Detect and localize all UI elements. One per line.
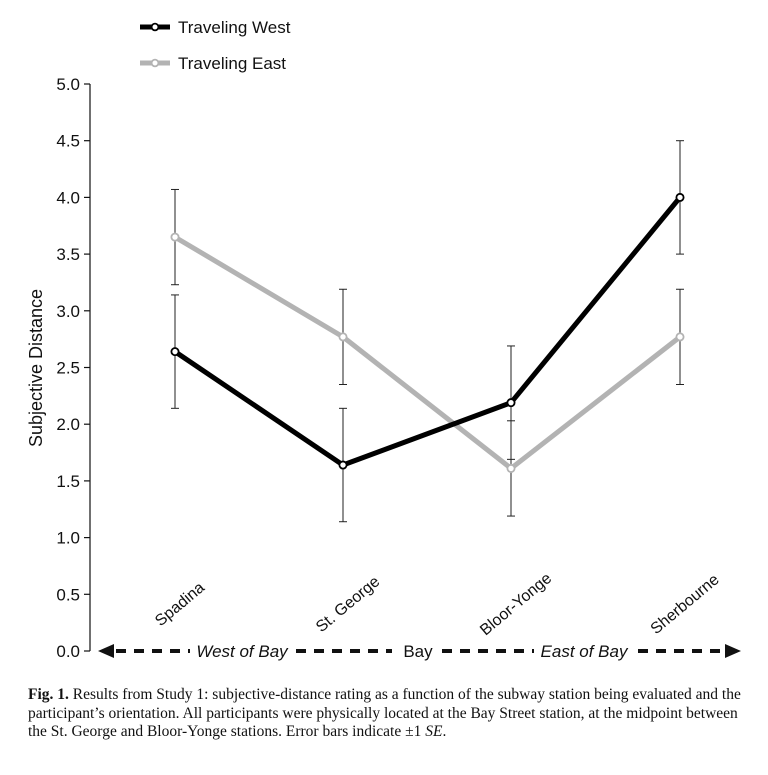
y-tick-label: 5.0 [56,75,80,94]
y-tick-label: 3.5 [56,245,80,264]
data-point [675,192,685,202]
figure-caption: Fig. 1. Results from Study 1: subjective… [28,686,744,742]
legend-item: Traveling East [140,54,286,73]
data-point [675,332,685,342]
y-axis-label: Subjective Distance [26,289,46,447]
caption-fig-label: Fig. 1. [28,686,69,703]
chart: Traveling West Traveling East 0.0 0.5 1.0 1.… [26,18,741,661]
data-point [338,332,348,342]
caption-end: . [442,723,447,740]
y-tick-label: 4.0 [56,188,80,207]
data-point [170,347,180,357]
data-point [506,463,516,473]
data-point [506,398,516,408]
data-point [338,460,348,470]
y-tick-label: 2.0 [56,415,80,434]
west-of-bay-label: West of Bay [196,642,289,661]
y-tick-label: 0.5 [56,585,80,604]
y-axis: 0.0 0.5 1.0 1.5 2.0 2.5 3.0 3.5 4.0 4.5 5.0 [56,75,91,661]
y-tick-label: 0.0 [56,642,80,661]
category-label: St. George [313,573,383,636]
series-line [173,234,682,471]
series-0 [170,140,685,523]
series-1 [170,188,685,517]
legend-marker [150,22,160,32]
x-axis-annotation: West of Bay Bay East of Bay [98,642,741,661]
y-tick-label: 1.5 [56,472,80,491]
y-tick-label: 3.0 [56,302,80,321]
category-label: Bloor-Yonge [477,570,555,639]
series-layer [170,140,685,523]
category-labels: Spadina St. George Bloor-Yonge Sherbourne [152,570,723,639]
legend-label: Traveling West [178,18,291,37]
legend-item: Traveling West [140,18,291,37]
bay-label: Bay [403,642,433,661]
category-label: Spadina [152,579,208,630]
series-line [173,195,682,468]
legend: Traveling West Traveling East [140,18,291,73]
legend-marker [150,58,160,68]
caption-se: SE [425,723,443,740]
east-of-bay-label: East of Bay [541,642,629,661]
caption-text: Results from Study 1: subjective-distanc… [28,686,741,740]
y-tick-label: 2.5 [56,359,80,378]
y-tick-label: 1.0 [56,529,80,548]
legend-label: Traveling East [178,54,286,73]
right-arrow-icon [725,644,741,658]
data-point [170,232,180,242]
left-arrow-icon [98,644,114,658]
y-tick-label: 4.5 [56,132,80,151]
category-label: Sherbourne [648,571,723,638]
